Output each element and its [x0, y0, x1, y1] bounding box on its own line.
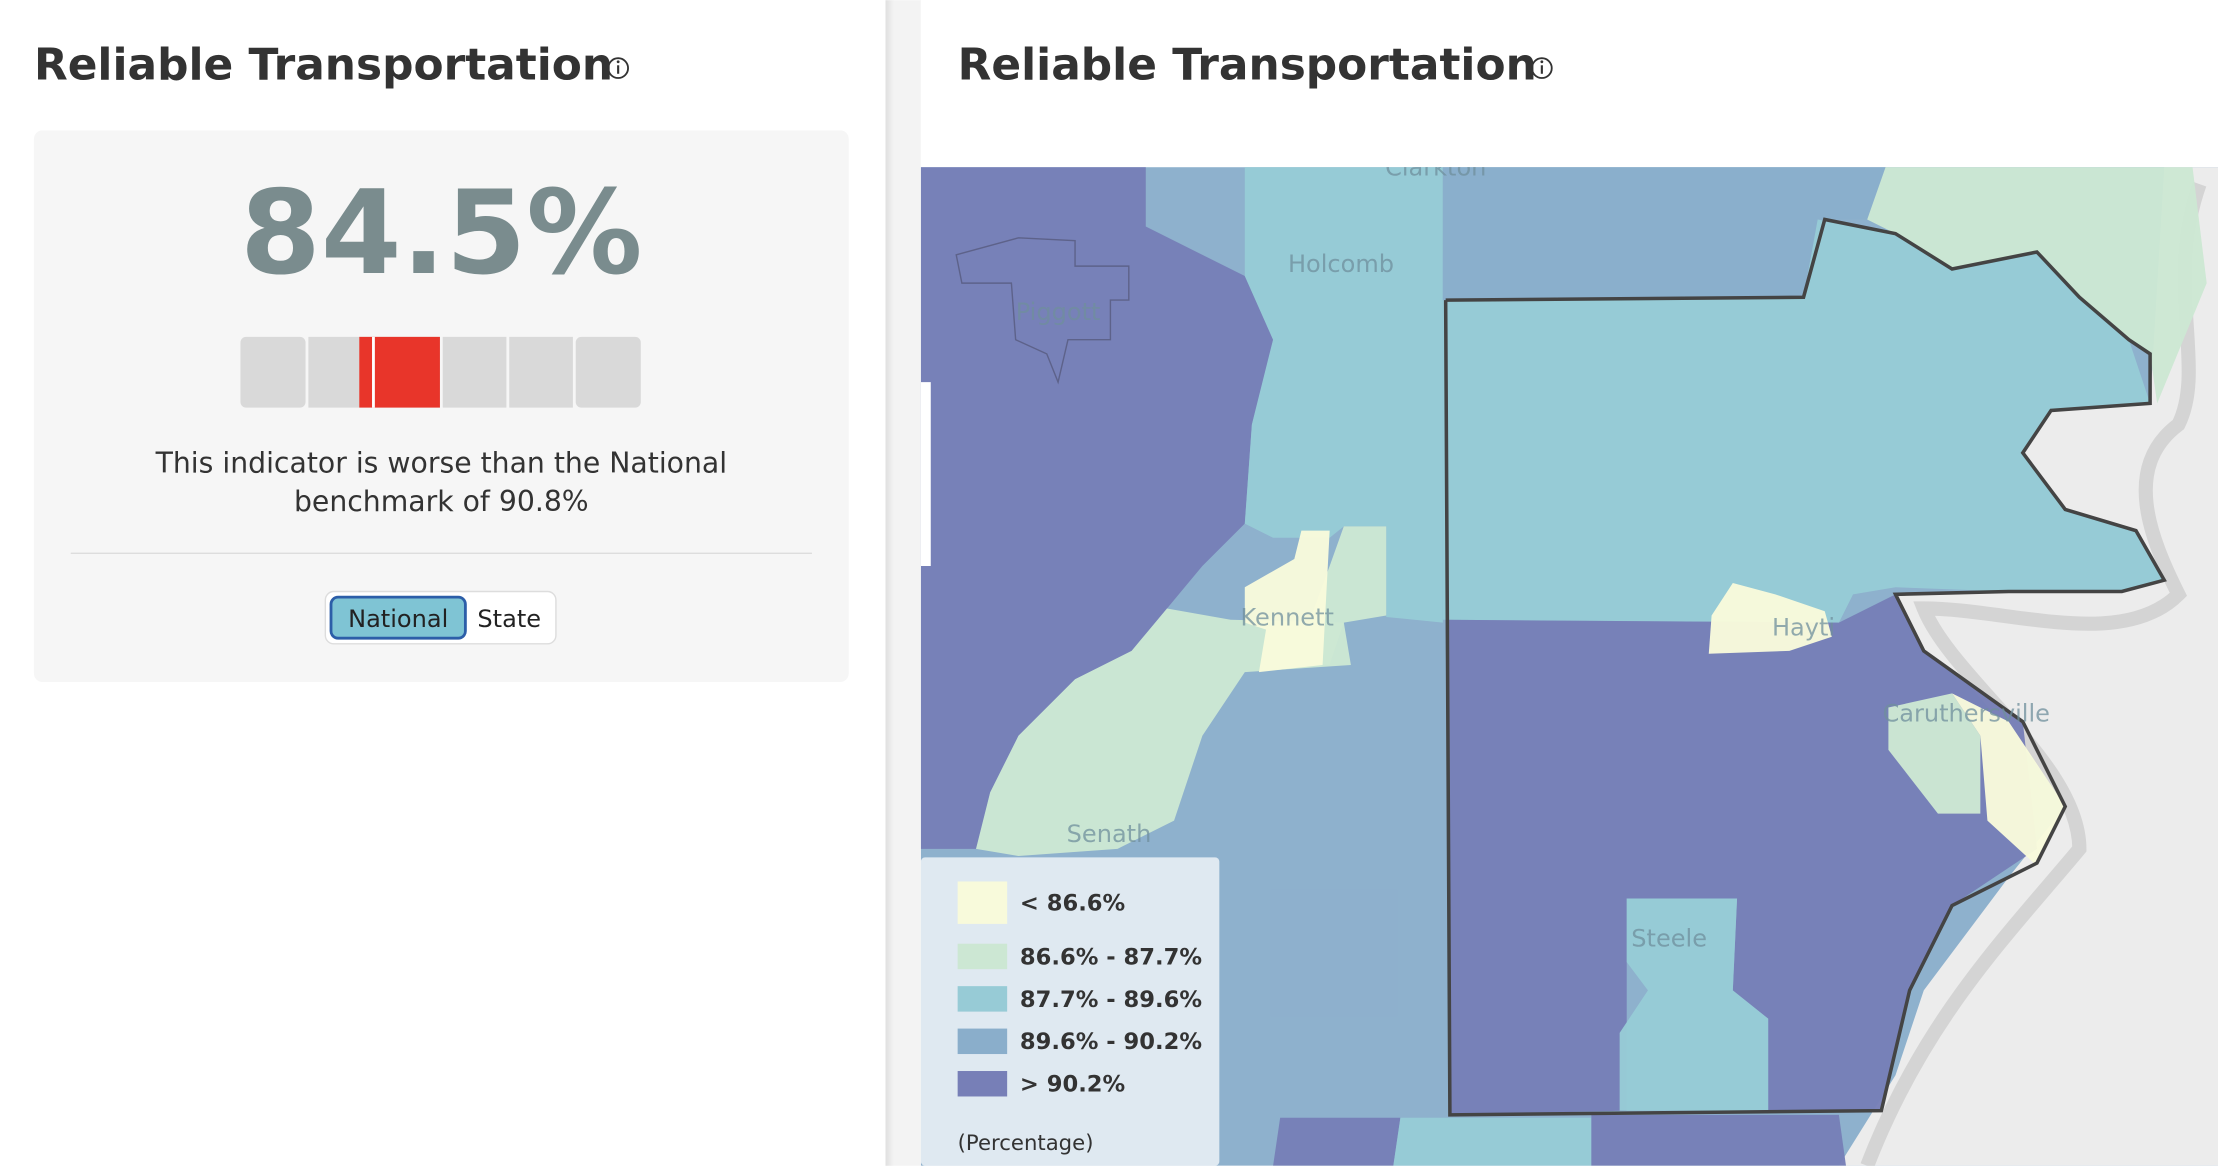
region — [1619, 898, 1769, 1111]
description: benchmark of 90.8% — [294, 485, 589, 518]
region — [1244, 167, 1443, 623]
place-label: Caruthersville — [1882, 700, 2050, 728]
legend-label: 87.7% - 89.6% — [1020, 987, 1202, 1013]
city-outline — [955, 237, 1130, 385]
place-label: Holcomb — [1288, 250, 1394, 278]
toggle-state[interactable]: State — [468, 597, 550, 638]
legend-swatch — [957, 1028, 1008, 1055]
panel-title: Reliable Transportation — [958, 39, 1537, 90]
legend-swatch — [957, 986, 1008, 1012]
region-gap — [920, 382, 931, 567]
legend-label: 86.6% - 87.7% — [1020, 944, 1202, 970]
river — [1860, 181, 2207, 1166]
description: This indicator is worse than the Nationa… — [155, 447, 728, 480]
place-label: Clarkton — [1385, 154, 1486, 182]
base-map — [1838, 167, 2218, 1166]
toggle-label[interactable]: State — [477, 605, 541, 633]
legend-label: 89.6% - 90.2% — [1020, 1029, 1202, 1055]
indicator-card — [33, 130, 849, 683]
toggle-national[interactable]: National — [329, 595, 467, 640]
legend-label: < 86.6% — [1020, 891, 1125, 917]
panel-title: Reliable Transportation — [34, 39, 613, 90]
indicator-value: 84.5% — [240, 166, 642, 301]
legend-swatch — [957, 1071, 1008, 1097]
place-label: Hayti — [1772, 613, 1835, 641]
value-marker — [359, 336, 440, 408]
legend-swatch — [957, 881, 1008, 924]
region — [1867, 167, 2207, 404]
region — [1888, 693, 1981, 814]
region — [1952, 693, 2066, 866]
state-border — [1443, 217, 2167, 1117]
region — [1591, 1114, 1846, 1166]
place-label: Kennett — [1241, 603, 1334, 631]
toggle-label[interactable]: National — [348, 605, 448, 633]
region — [1273, 1117, 1401, 1166]
region — [1393, 1117, 1592, 1166]
legend-unit: (Percentage) — [958, 1131, 1094, 1156]
info-icon[interactable] — [1531, 57, 1553, 79]
place-label: Senath — [1067, 820, 1152, 848]
legend-swatch — [957, 943, 1008, 970]
region — [920, 167, 1274, 849]
gutter-shadow — [885, 0, 894, 1166]
info-icon[interactable] — [607, 57, 629, 79]
region — [1442, 219, 2165, 623]
region — [1708, 583, 1832, 654]
region — [1442, 167, 1886, 301]
right-panel: Reliable Transportation — [920, 0, 2218, 1166]
region — [976, 608, 1351, 857]
left-panel: Reliable Transportation 84.5% This indic… — [0, 0, 885, 1166]
place-label: Piggott — [1016, 298, 1101, 326]
legend: (Percentage) < 86.6% 86.6% - 87.7% 87.7% -… — [920, 857, 1220, 1166]
legend-label: > 90.2% — [1020, 1072, 1125, 1098]
place-label: Steele — [1631, 925, 1707, 953]
region — [1244, 530, 1330, 673]
benchmark-bar — [240, 336, 641, 408]
